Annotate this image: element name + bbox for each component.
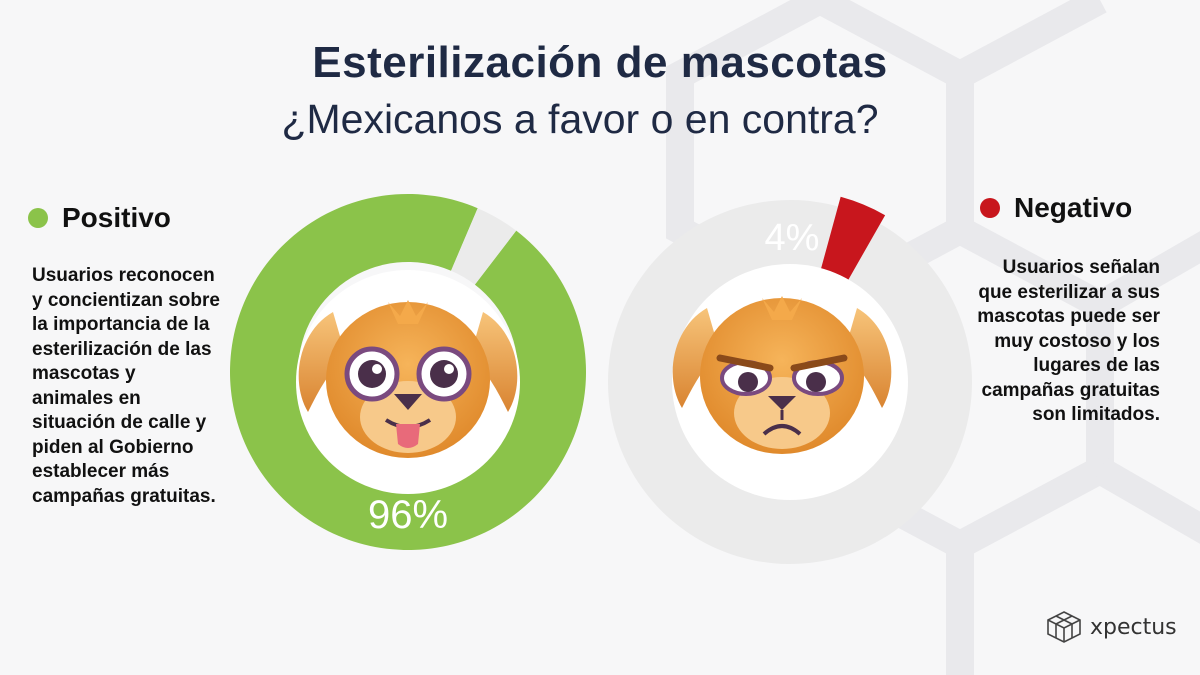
chart-positive-slice-positivo: [229, 193, 586, 550]
legend-positive-label: Positivo: [62, 202, 171, 233]
positive-description: Usuarios reconocen y concientizan sobre …: [32, 265, 220, 507]
negative-description: Usuarios señalan que esterilizar a sus m…: [977, 257, 1160, 425]
logo-text: xpectus: [1090, 614, 1177, 640]
legend-positive: Positivo: [28, 202, 171, 234]
positive-dot-icon: [28, 208, 48, 228]
negative-dot-icon: [980, 198, 1000, 218]
cube-logo-icon: [1047, 611, 1081, 643]
chart-negative-data-label: 4%: [765, 217, 820, 259]
legend-negative: Negativo: [980, 192, 1132, 224]
chart-negative-slice-positivo: [608, 200, 972, 565]
xpectus-logo: xpectus: [1044, 610, 1177, 644]
chart-positive-slice-negativo: [451, 208, 517, 285]
page-subtitle: ¿Mexicanos a favor o en contra?: [281, 96, 879, 142]
chart-positive-data-label: 96%: [368, 493, 448, 537]
chart-negative-slice-negativo: [819, 196, 886, 287]
angry-dog-face-icon: [672, 296, 892, 454]
page-title: Esterilización de mascotas: [312, 38, 888, 87]
happy-dog-face-icon: [298, 300, 518, 458]
legend-negative-label: Negativo: [1014, 192, 1133, 223]
